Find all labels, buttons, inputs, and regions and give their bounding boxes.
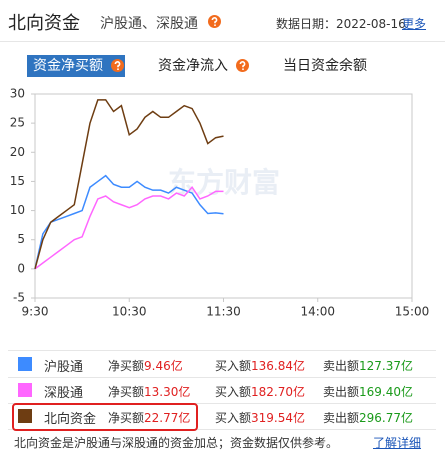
color-swatch (18, 383, 32, 397)
cell-label: 卖出额 (323, 359, 360, 373)
detail-link[interactable]: 了解详细 (373, 436, 422, 450)
y-tick-label: 15 (10, 174, 25, 188)
cell-value: 182.70亿 (251, 385, 305, 399)
cell-value: 319.54亿 (251, 411, 305, 425)
cell-value: 13.30亿 (144, 385, 191, 399)
row-name: 北向资金 (44, 412, 97, 427)
help-icon[interactable] (111, 59, 124, 72)
cell-label: 卖出额 (323, 411, 360, 425)
title: 北向资金 (8, 13, 80, 34)
data-date: 数据日期：2022-08-16 (276, 17, 406, 31)
y-tick-label: 30 (10, 87, 25, 101)
cell-label: 净买额 (108, 385, 145, 399)
cell-label: 买入额 (215, 359, 252, 373)
cell-label: 净买额 (108, 359, 145, 373)
table-row: 沪股通 净买额 9.46亿 买入额 136.84亿 卖出额 127.37亿 (8, 351, 436, 378)
cell-value: 127.37亿 (359, 359, 413, 373)
cell-value: 136.84亿 (251, 359, 305, 373)
help-icon[interactable] (208, 15, 221, 28)
highlight-box (12, 403, 198, 431)
y-tick-label: -5 (13, 291, 25, 305)
x-tick-label: 11:30 (206, 305, 241, 319)
y-tick-label: 25 (10, 116, 25, 130)
footer-note: 北向资金是沪股通与深股通的资金加总；资金数据仅供参考。 (14, 436, 339, 450)
cell-label: 净买额 (108, 411, 145, 425)
cell-value: 296.77亿 (359, 411, 413, 425)
table-row: 北向资金 净买额 22.77亿 买入额 319.54亿 卖出额 296.77亿 (8, 403, 436, 430)
chart: 东方财富 -5 0 5 10 15 20 25 30 9:30 10:30 11:30 14:00 15… (10, 87, 430, 319)
x-tick-label: 9:30 (22, 305, 49, 319)
x-tick-label: 10:30 (112, 305, 147, 319)
cell-label: 卖出额 (323, 385, 360, 399)
y-tick-label: 20 (10, 145, 25, 159)
color-swatch (18, 409, 32, 423)
cell-label: 买入额 (215, 385, 252, 399)
y-tick-label: 0 (17, 261, 25, 275)
tab[interactable]: 当日资金余额 (283, 58, 367, 74)
y-tick-label: 5 (17, 232, 25, 246)
cell-value: 22.77亿 (144, 411, 191, 425)
row-name: 沪股通 (44, 360, 84, 375)
cell-value: 169.40亿 (359, 385, 413, 399)
series-line (34, 99, 224, 270)
x-tick-label: 14:00 (300, 305, 335, 319)
y-tick-label: 10 (10, 203, 25, 217)
subtitle: 沪股通、深股通 (100, 16, 198, 32)
table-row: 深股通 净买额 13.30亿 买入额 182.70亿 卖出额 169.40亿 (8, 377, 436, 404)
cell-value: 9.46亿 (144, 359, 183, 373)
row-name: 深股通 (44, 386, 84, 401)
tab[interactable]: 资金净流入 (158, 58, 228, 74)
more-link[interactable]: 更多 (402, 17, 427, 31)
watermark: 东方财富 (168, 166, 280, 199)
divider (0, 41, 445, 42)
series-line (34, 186, 224, 270)
x-tick-label: 15:00 (395, 305, 430, 319)
help-icon[interactable] (236, 59, 249, 72)
color-swatch (18, 357, 32, 371)
cell-label: 买入额 (215, 411, 252, 425)
series-line (34, 174, 224, 270)
tab[interactable]: 资金净买额 (27, 55, 125, 77)
table-top-border (8, 350, 436, 351)
